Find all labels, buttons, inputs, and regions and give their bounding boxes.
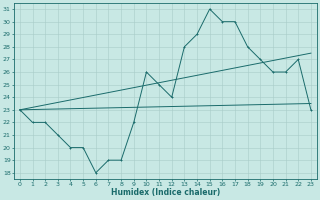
- X-axis label: Humidex (Indice chaleur): Humidex (Indice chaleur): [111, 188, 220, 197]
